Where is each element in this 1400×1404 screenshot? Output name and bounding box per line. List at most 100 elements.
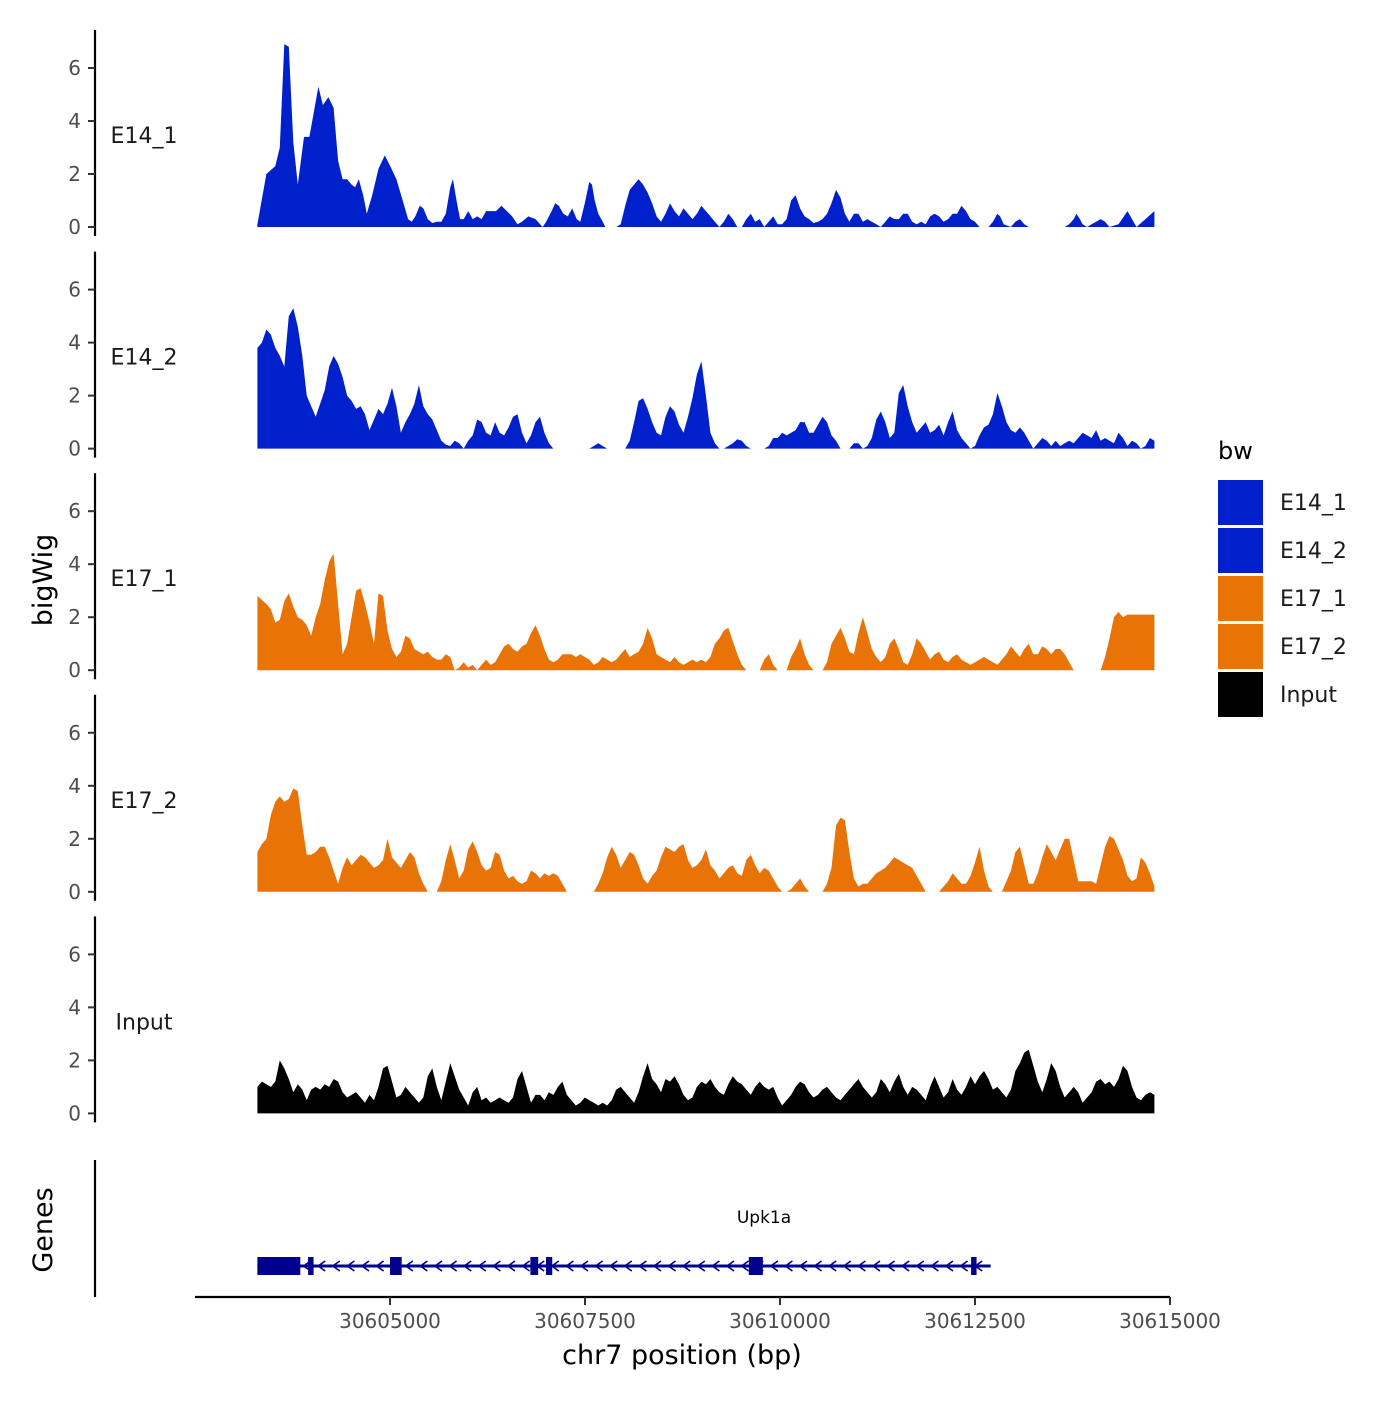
strand-arrow (419, 1260, 428, 1272)
legend-label: E14_2 (1280, 539, 1347, 564)
y-tick-label: 2 (68, 1048, 81, 1072)
strand-arrow (930, 1260, 939, 1272)
y-tick-label: 0 (68, 1101, 81, 1125)
genes-panel: Upk1a (93, 1160, 991, 1297)
gene-label: Upk1a (737, 1208, 791, 1228)
legend-entries: E14_1 E14_2 E17_1 E17_2 Input (1218, 480, 1347, 717)
legend-label: Input (1280, 683, 1337, 708)
legend-title: bw (1218, 437, 1253, 465)
coverage-area-e17-1 (257, 553, 1155, 671)
y-tick-label: 4 (68, 552, 81, 576)
track-panels: 0 2 4 6 E14_1 0 2 4 6 E14_2 0 2 4 6 E17_1 0 2 4 6 E17_2 0 2 4 6… (68, 30, 1155, 1125)
y-tick-label: 0 (68, 215, 81, 239)
y-tick-label: 6 (68, 942, 81, 966)
track-label: E14_1 (111, 124, 178, 149)
x-axis: 30605000 30607500 30610000 30612500 30615000 (195, 1295, 1221, 1333)
gene-exon (530, 1257, 539, 1275)
strand-arrow (711, 1260, 720, 1272)
strand-arrow (725, 1260, 735, 1272)
legend-entry-input: Input (1218, 672, 1337, 717)
strand-arrow (506, 1260, 516, 1272)
track-label: E17_2 (111, 789, 178, 814)
strand-arrow (360, 1260, 370, 1272)
track-panel-e17-1: 0 2 4 6 E17_1 (68, 473, 1155, 682)
strand-arrow (492, 1260, 501, 1272)
coverage-area-input (257, 1049, 1155, 1114)
y-tick-label: 6 (68, 721, 81, 745)
legend-swatch (1218, 480, 1263, 525)
strand-arrow (886, 1260, 896, 1272)
x-axis-title: chr7 position (bp) (562, 1340, 802, 1371)
strand-arrow (769, 1260, 779, 1272)
strand-arrow (462, 1260, 472, 1272)
y-tick-label: 4 (68, 774, 81, 798)
strand-arrow (871, 1260, 881, 1272)
strand-arrow (375, 1260, 385, 1272)
legend-swatch (1218, 576, 1263, 621)
x-tick-label: 30610000 (729, 1309, 831, 1333)
y-tick-label: 6 (68, 56, 81, 80)
y-tick-label: 2 (68, 162, 81, 186)
strand-arrow (448, 1260, 458, 1272)
x-tick-label: 30612500 (924, 1309, 1026, 1333)
legend-entry-e14-2: E14_2 (1218, 528, 1347, 573)
y-tick-label: 2 (68, 384, 81, 408)
y-tick-label: 2 (68, 605, 81, 629)
strand-arrow (798, 1260, 808, 1272)
gene-exon (546, 1257, 553, 1275)
coverage-area-e17-2 (257, 788, 1155, 892)
coverage-area-e14-1 (257, 44, 1155, 227)
track-panel-e17-2: 0 2 4 6 E17_2 (68, 694, 1155, 904)
strand-arrow (915, 1260, 925, 1272)
gene-exon (257, 1257, 301, 1275)
strand-arrow (740, 1260, 750, 1272)
gene-exon (308, 1257, 314, 1275)
legend-entry-e14-1: E14_1 (1218, 480, 1347, 525)
legend-entry-e17-2: E17_2 (1218, 624, 1347, 669)
strand-arrow (827, 1260, 837, 1272)
strand-arrow (594, 1260, 604, 1272)
y-tick-label: 6 (68, 278, 81, 302)
y-tick-label: 4 (68, 109, 81, 133)
x-tick-label: 30615000 (1119, 1309, 1221, 1333)
strand-arrow (477, 1260, 487, 1272)
strand-arrow (696, 1260, 706, 1272)
legend-label: E14_1 (1280, 491, 1347, 516)
strand-arrow (579, 1260, 589, 1272)
x-tick-label: 30605000 (339, 1309, 441, 1333)
gene-exon (748, 1257, 763, 1275)
strand-arrow (433, 1260, 443, 1272)
gene-exon (971, 1257, 977, 1275)
track-label: E14_2 (111, 346, 178, 371)
legend: bw E14_1 E14_2 E17_1 E17_2 Input (1218, 437, 1347, 717)
strand-arrow (346, 1260, 355, 1272)
track-panel-input: 0 2 4 6 Input (68, 916, 1155, 1125)
strand-arrow (857, 1260, 866, 1272)
strand-arrow (652, 1260, 662, 1272)
strand-arrow (784, 1260, 793, 1272)
legend-entry-e17-1: E17_1 (1218, 576, 1347, 621)
track-label: Input (116, 1010, 173, 1035)
track-panel-e14-1: 0 2 4 6 E14_1 (68, 30, 1155, 239)
strand-arrow (521, 1260, 531, 1272)
y-tick-label: 2 (68, 827, 81, 851)
strand-arrow (944, 1260, 954, 1272)
strand-arrow (959, 1260, 969, 1272)
strand-arrow (638, 1260, 647, 1272)
legend-label: E17_2 (1280, 635, 1347, 660)
y-tick-label: 0 (68, 437, 81, 461)
y-tick-label: 0 (68, 658, 81, 682)
legend-label: E17_1 (1280, 587, 1347, 612)
strand-arrow (404, 1260, 414, 1272)
strand-arrow (813, 1260, 823, 1272)
strand-arrow (316, 1260, 326, 1272)
y-tick-label: 4 (68, 995, 81, 1019)
strand-arrow (623, 1260, 633, 1272)
strand-arrow (565, 1260, 574, 1272)
strand-arrow (608, 1260, 618, 1272)
genes-axis-title: Genes (28, 1187, 59, 1272)
strand-arrow (842, 1260, 852, 1272)
x-tick-label: 30607500 (534, 1309, 636, 1333)
